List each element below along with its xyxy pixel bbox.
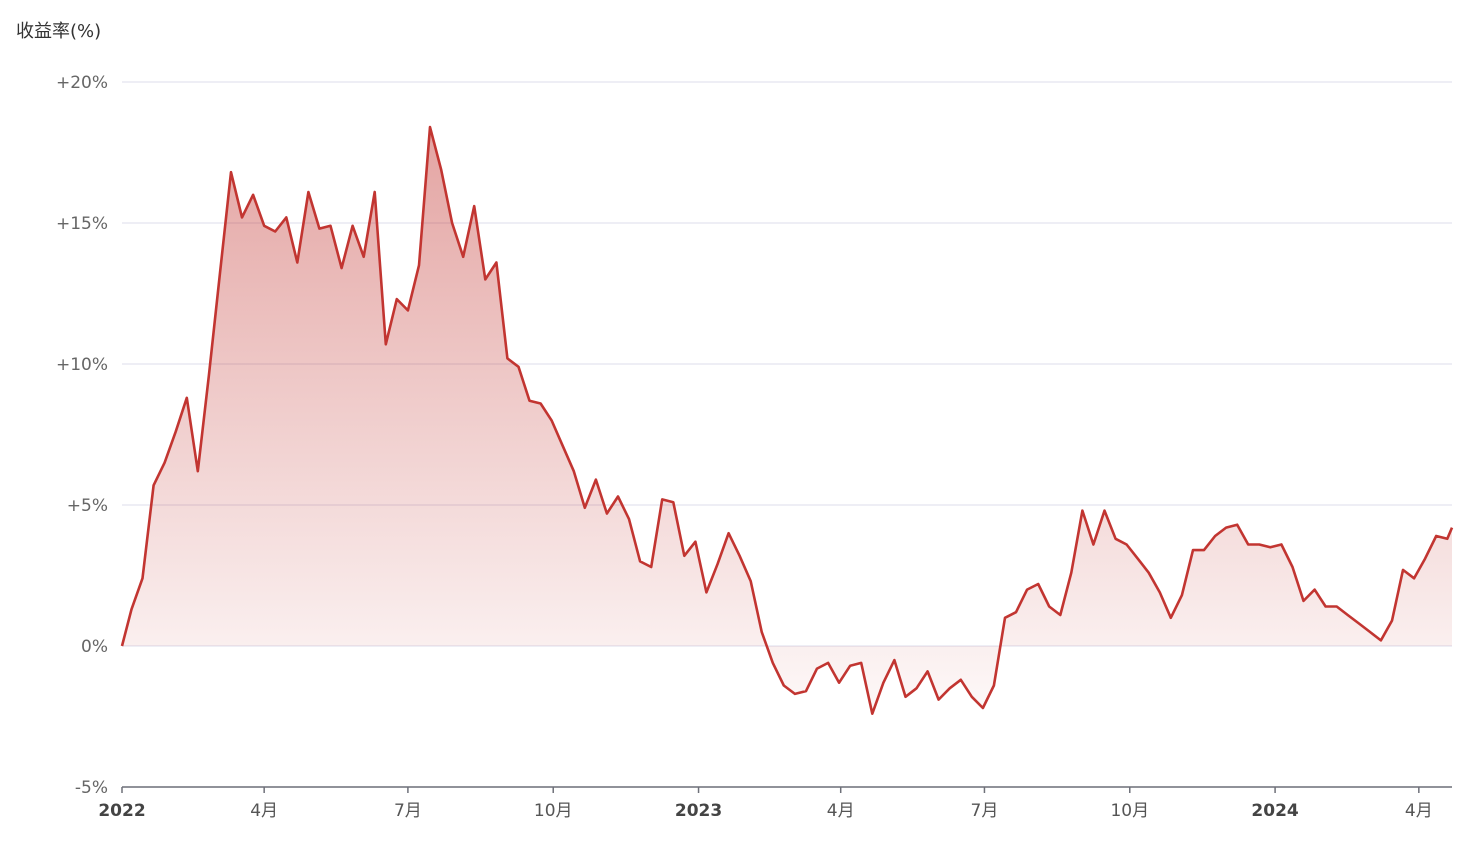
- series-line: [120, 125, 1454, 715]
- x-tick-label: 7月: [971, 801, 999, 821]
- x-tick-label: 7月: [394, 801, 422, 821]
- y-tick-label: +5%: [67, 496, 108, 516]
- x-tick-label: 4月: [250, 801, 278, 821]
- x-tick-label: 2022: [98, 801, 145, 821]
- x-tick-label: 4月: [1405, 801, 1433, 821]
- y-axis: +20% +15% +10% +5% 0% -5%: [56, 73, 108, 798]
- x-tick-label: 2024: [1251, 801, 1298, 821]
- x-tick-label: 4月: [827, 801, 855, 821]
- x-axis: 2022 4月 7月 10月 2023 4月 7月 10月 2024 4月: [98, 786, 1452, 821]
- x-tick-label: 2023: [675, 801, 722, 821]
- y-axis-title: 收益率(%): [16, 21, 101, 42]
- x-tick-label: 10月: [1110, 801, 1149, 821]
- y-tick-label: 0%: [81, 637, 108, 657]
- y-tick-label: +10%: [56, 355, 108, 375]
- series-area: [122, 127, 1452, 714]
- y-tick-label: +15%: [56, 214, 108, 234]
- y-tick-label: -5%: [75, 778, 108, 798]
- y-tick-label: +20%: [56, 73, 108, 93]
- x-tick-label: 10月: [534, 801, 573, 821]
